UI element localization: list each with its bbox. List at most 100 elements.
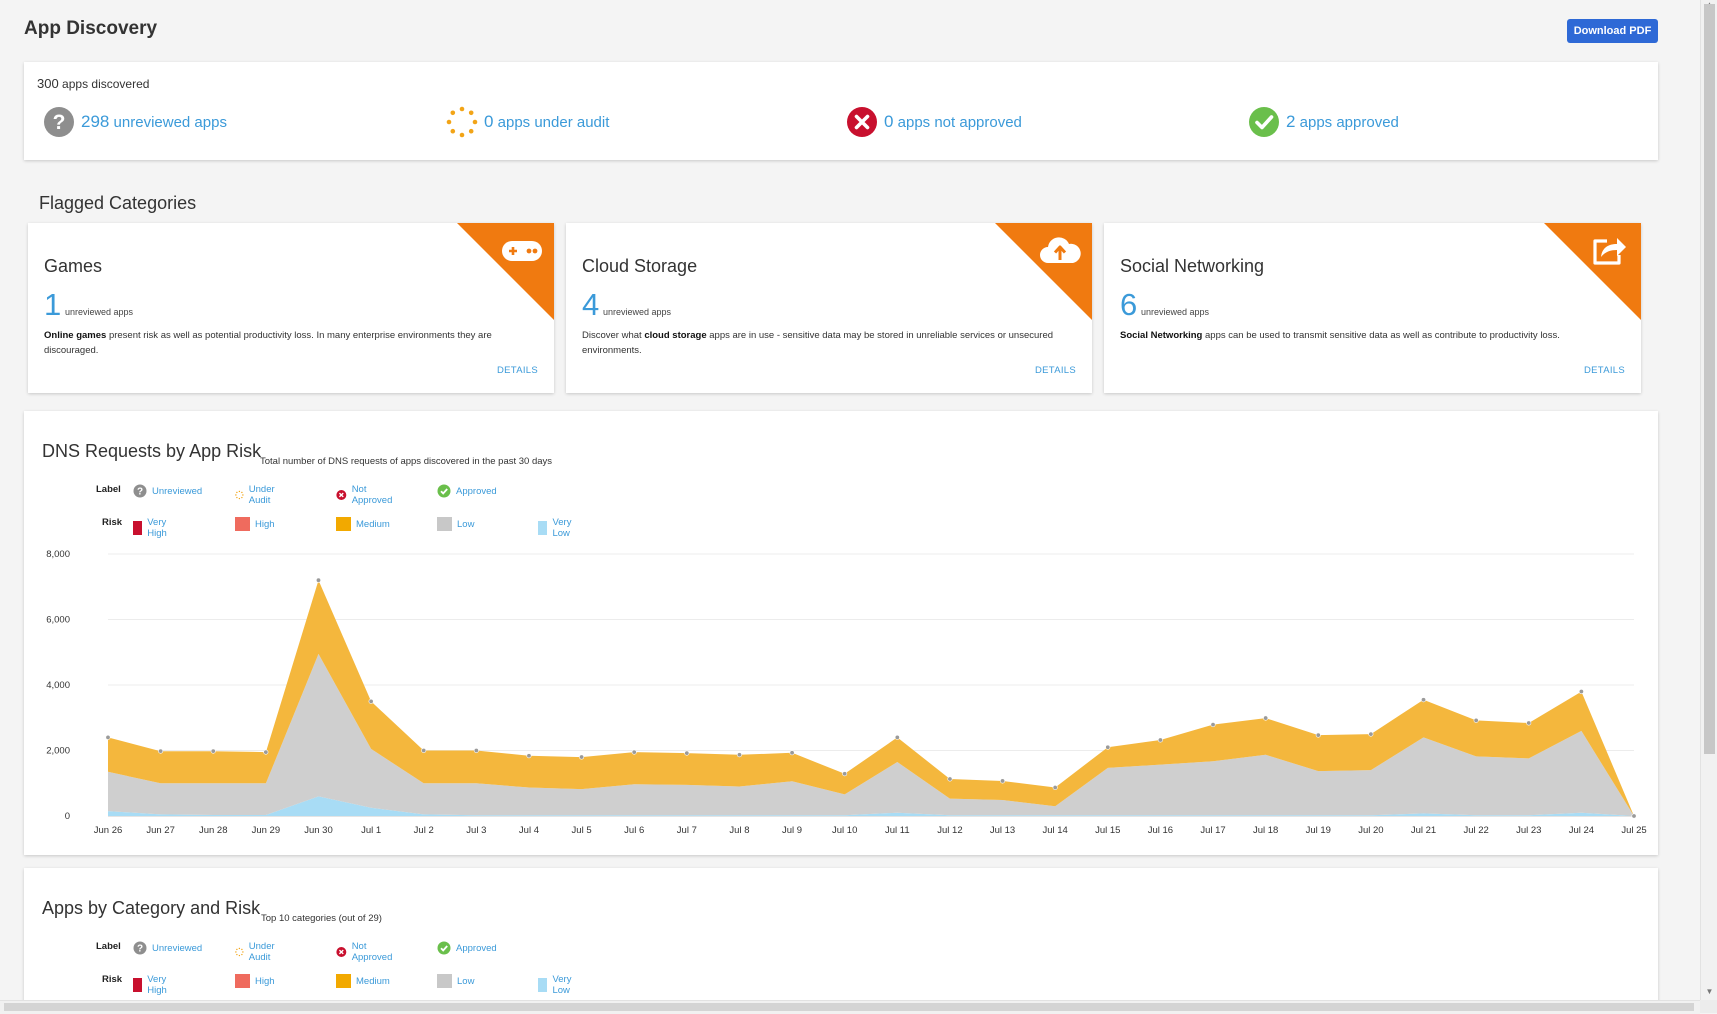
share-icon: [1593, 238, 1626, 265]
page-title: App Discovery: [24, 18, 158, 39]
download-pdf-button[interactable]: Download PDF: [1567, 19, 1658, 43]
details-link[interactable]: DETAILS: [1035, 365, 1076, 376]
details-link[interactable]: DETAILS: [1584, 365, 1625, 376]
data-point: [1578, 689, 1584, 695]
data-point: [842, 771, 848, 777]
details-link[interactable]: DETAILS: [497, 365, 538, 376]
swatch-very-low: [538, 978, 548, 992]
swatch-medium: [336, 517, 351, 531]
x-tick-label: Jul 15: [1095, 825, 1120, 836]
legend-low[interactable]: Low: [437, 517, 474, 531]
data-point: [1263, 715, 1269, 721]
scroll-down-icon[interactable]: ▼: [1705, 987, 1714, 996]
scrollbar-thumb[interactable]: [1704, 4, 1715, 754]
data-point: [1052, 785, 1058, 791]
x-tick-label: Jun 26: [94, 825, 123, 836]
category-name: Cloud Storage: [582, 256, 698, 276]
stat-approved[interactable]: 2 apps approved: [1248, 105, 1399, 139]
legend-very-low[interactable]: Very Low: [538, 974, 577, 996]
legend-very-low[interactable]: Very Low: [538, 517, 577, 539]
x-circle-icon: [336, 947, 347, 957]
y-tick-label: 8,000: [46, 549, 70, 560]
x-tick-label: Jul 21: [1411, 825, 1436, 836]
gamepad-icon: [502, 241, 542, 261]
data-point: [421, 747, 427, 753]
data-point: [1157, 737, 1163, 743]
horizontal-scrollbar[interactable]: [0, 1000, 1700, 1014]
question-circle-icon: ?: [133, 484, 147, 498]
y-tick-label: 2,000: [46, 746, 70, 757]
category-chart-title: Apps by Category and Risk: [42, 898, 261, 918]
stat-audit-count: 0: [484, 112, 494, 131]
x-tick-label: Jun 30: [304, 825, 333, 836]
legend-label-head: Label: [96, 941, 121, 952]
legend-low[interactable]: Low: [437, 974, 474, 988]
legend-unreviewed[interactable]: ? Unreviewed: [133, 484, 202, 498]
question-circle-icon: ?: [133, 941, 147, 955]
data-point: [473, 747, 479, 753]
category-count: 1: [44, 287, 62, 322]
stat-unreviewed-label: unreviewed apps: [113, 114, 227, 131]
swatch-low: [437, 517, 452, 531]
discovered-number: 300: [37, 76, 59, 91]
scrollbar-thumb[interactable]: [4, 1003, 1694, 1011]
legend-under-audit[interactable]: Under Audit: [235, 941, 280, 963]
data-point: [158, 748, 164, 754]
legend-very-high[interactable]: Very High: [133, 517, 173, 539]
data-point: [1631, 813, 1637, 819]
svg-text:?: ?: [137, 944, 143, 955]
data-point: [1210, 722, 1216, 728]
legend-very-high[interactable]: Very High: [133, 974, 173, 996]
legend-medium[interactable]: Medium: [336, 517, 390, 531]
legend-high[interactable]: High: [235, 517, 275, 531]
stat-not-approved-count: 0: [884, 112, 894, 131]
legend-not-approved[interactable]: Not Approved: [336, 941, 396, 963]
x-tick-label: Jun 28: [199, 825, 228, 836]
swatch-high: [235, 974, 250, 988]
data-point: [1473, 717, 1479, 723]
data-point: [789, 750, 795, 756]
data-point: [263, 749, 269, 755]
cloud-upload-icon: [1040, 237, 1081, 263]
svg-text:?: ?: [137, 487, 143, 498]
data-point: [315, 577, 321, 583]
stat-audit-label: apps under audit: [497, 114, 610, 131]
corner-ribbon: [995, 223, 1092, 320]
data-point: [1315, 732, 1321, 738]
category-description: Social Networking apps can be used to tr…: [1120, 330, 1560, 341]
x-tick-label: Jul 1: [361, 825, 381, 836]
dotted-circle-icon: [235, 490, 244, 500]
legend-high[interactable]: High: [235, 974, 275, 988]
data-point: [526, 753, 532, 759]
data-point: [210, 748, 216, 754]
legend-approved[interactable]: Approved: [437, 941, 497, 955]
stat-not-approved[interactable]: 0 apps not approved: [846, 105, 1022, 139]
legend-unreviewed[interactable]: ? Unreviewed: [133, 941, 202, 955]
data-point: [894, 734, 900, 740]
category-count-label: unreviewed apps: [603, 307, 672, 317]
check-circle-icon: [1249, 107, 1279, 137]
dotted-circle-icon: [235, 947, 244, 957]
category-card-social-networking: Social Networking 6 unreviewed apps Soci…: [1104, 223, 1641, 393]
question-circle-icon: ?: [44, 107, 74, 137]
category-count-label: unreviewed apps: [1141, 307, 1210, 317]
swatch-low: [437, 974, 452, 988]
swatch-very-low: [538, 521, 548, 535]
legend-under-audit[interactable]: Under Audit: [235, 484, 280, 506]
legend-approved[interactable]: Approved: [437, 484, 497, 498]
data-point: [1000, 778, 1006, 784]
legend-risk-head: Risk: [102, 974, 123, 985]
summary-card: 300 apps discovered ? 298 unreviewed app…: [24, 62, 1658, 160]
category-count-label: unreviewed apps: [65, 307, 134, 317]
stat-unreviewed[interactable]: ? 298 unreviewed apps: [43, 105, 227, 139]
stat-under-audit[interactable]: 0 apps under audit: [446, 105, 609, 139]
legend-medium[interactable]: Medium: [336, 974, 390, 988]
x-tick-label: Jul 19: [1306, 825, 1331, 836]
vertical-scrollbar[interactable]: ▲ ▼: [1700, 0, 1717, 1000]
legend-not-approved[interactable]: Not Approved: [336, 484, 396, 506]
legend-risk-head: Risk: [102, 517, 123, 528]
category-description: Discover what cloud storage apps are in …: [582, 330, 1054, 356]
y-tick-label: 4,000: [46, 680, 70, 691]
stat-not-approved-label: apps not approved: [897, 114, 1022, 131]
x-tick-label: Jun 27: [146, 825, 175, 836]
